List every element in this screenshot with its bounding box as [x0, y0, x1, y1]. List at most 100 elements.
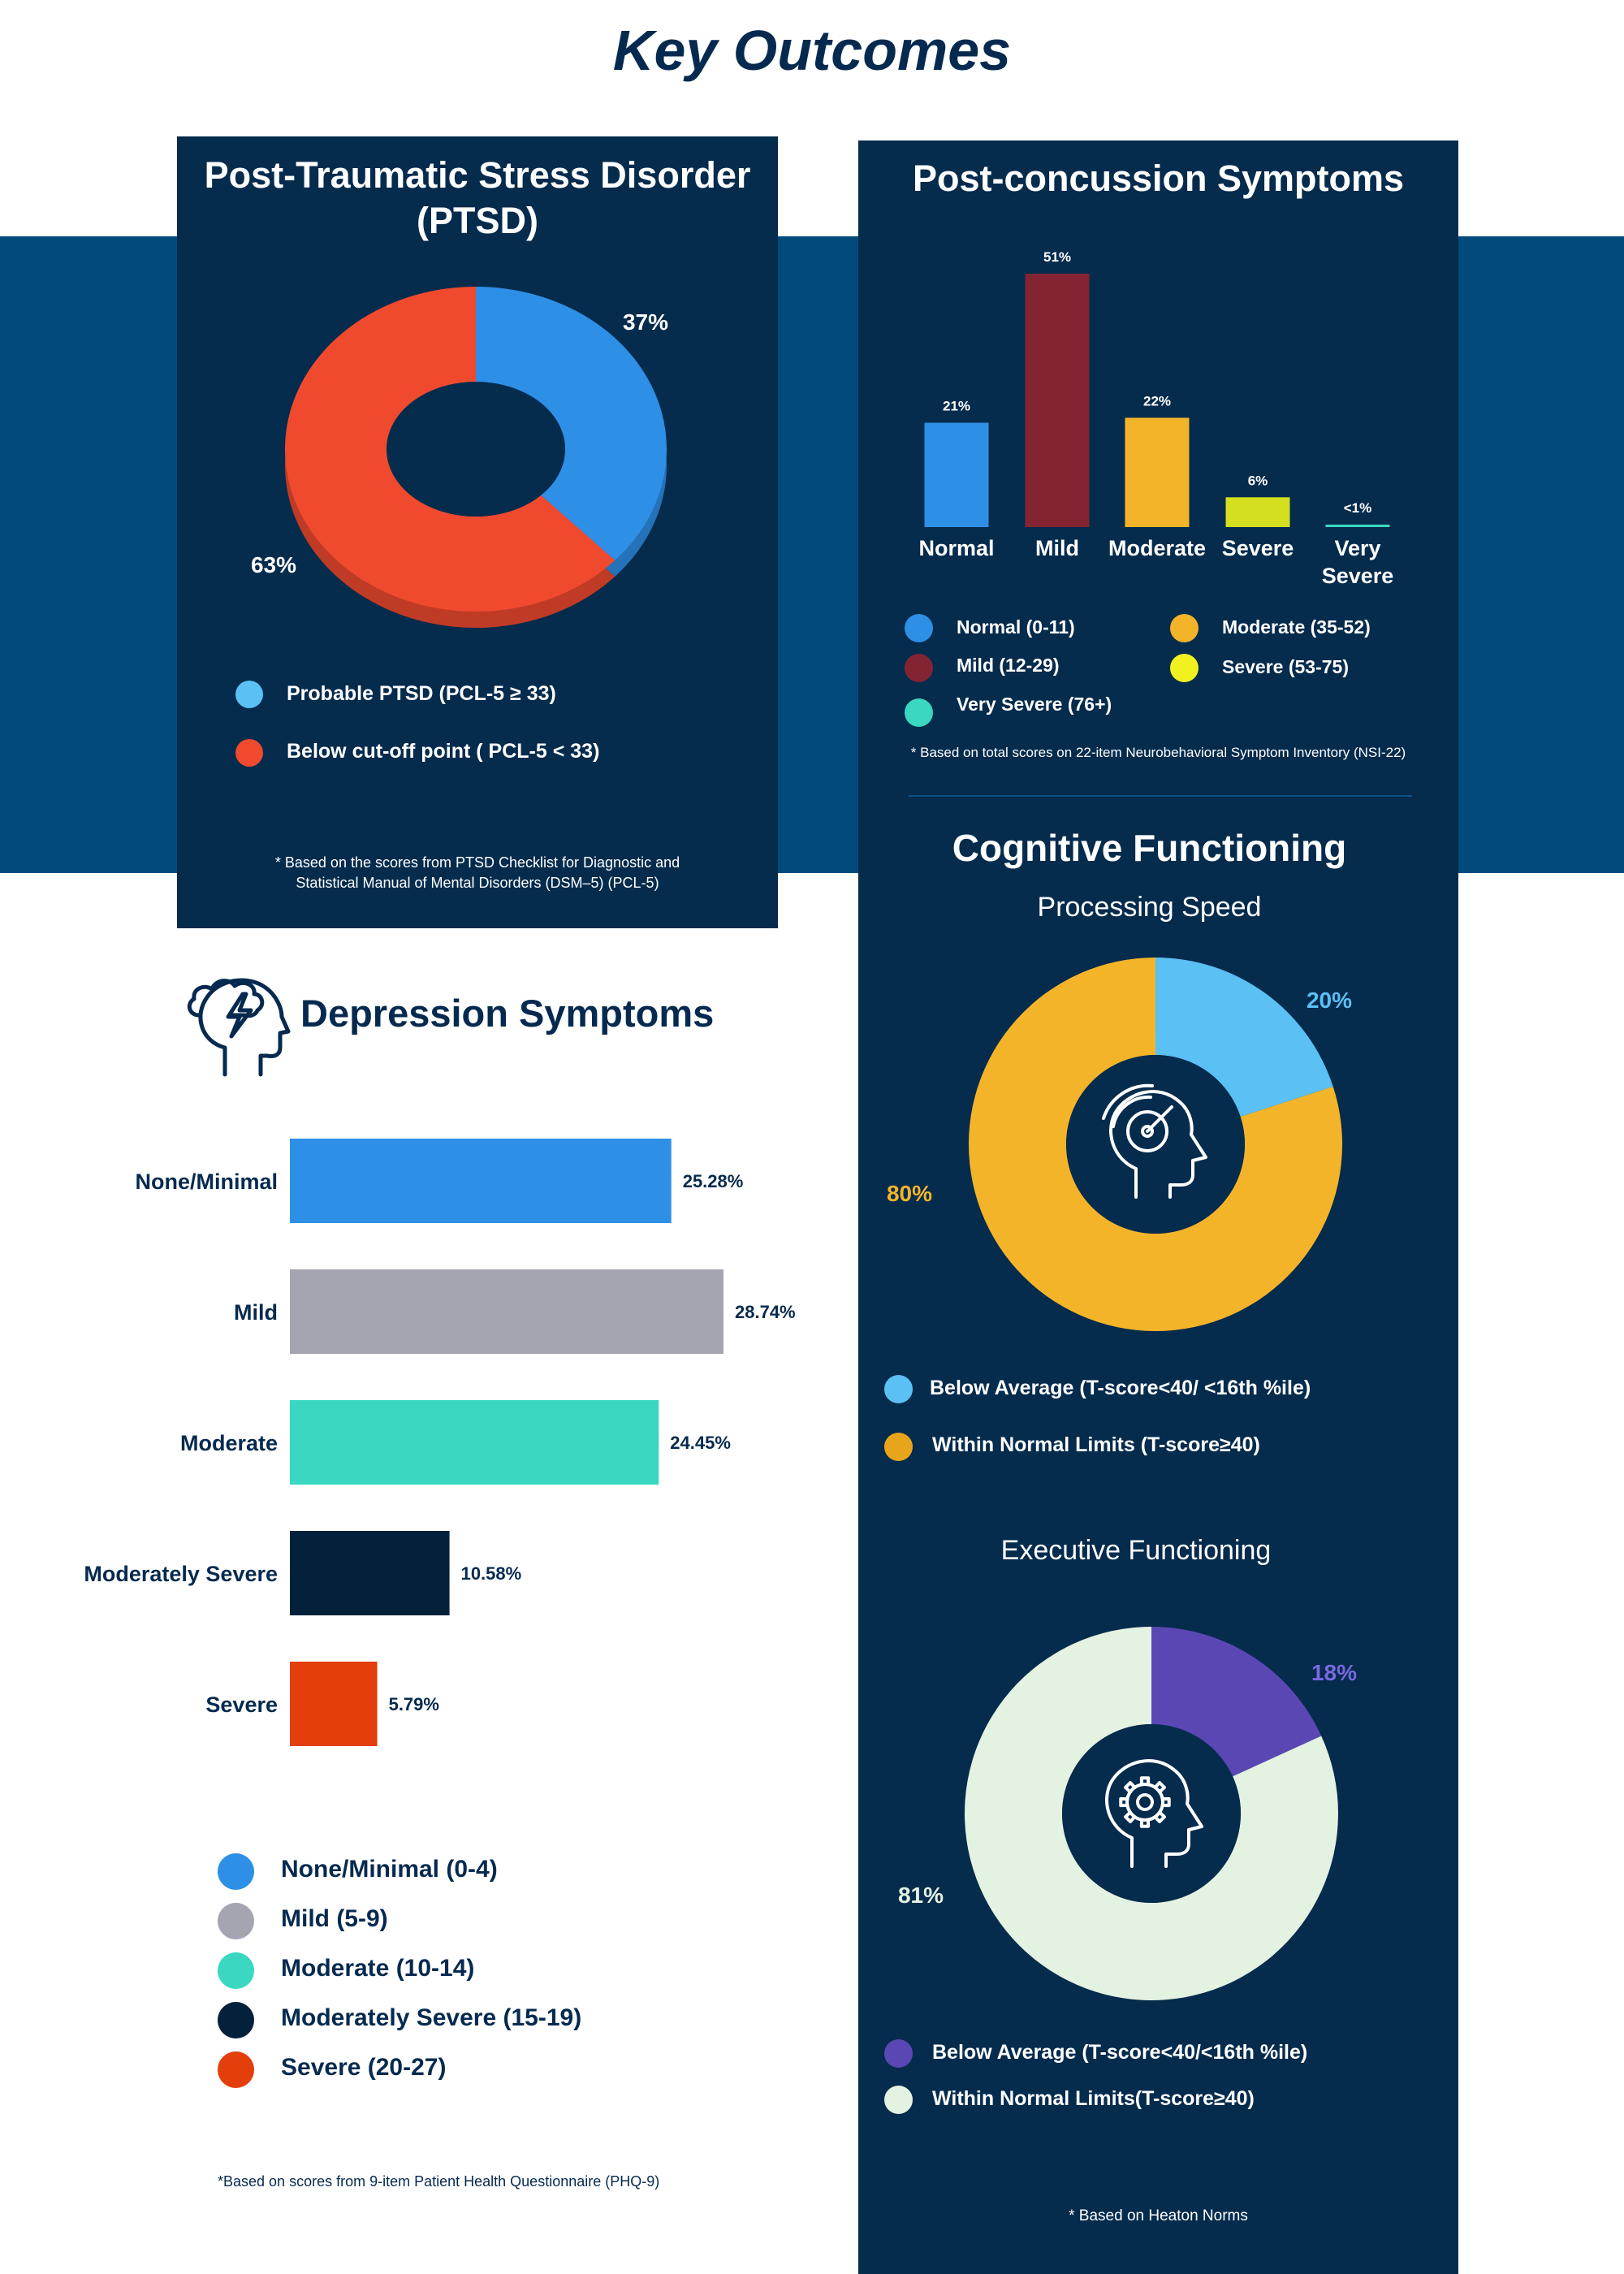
ptsd-donut-hole [387, 382, 565, 517]
page-title: Key Outcomes [612, 19, 1012, 82]
depression-category-label-0: None/Minimal [135, 1169, 278, 1194]
depression-note: *Based on scores from 9-item Patient Hea… [218, 2173, 660, 2190]
pcs-category-label-4: Very Severe [1322, 536, 1394, 588]
pcs-legend-moderate: Moderate (35-52) [1222, 616, 1371, 638]
ptsd-donut-chart: 37% 63% [251, 287, 668, 628]
pcs-bar-chart: 21% Normal 51% Mild 22% Moderate 6% Severe <1% Ve… [918, 249, 1394, 588]
pcs-value-label-1: 51% [1043, 249, 1071, 265]
ptsd-legend-dot-probable [235, 681, 263, 708]
depression-value-label-4: 5.79% [389, 1694, 439, 1714]
pcs-bar-3 [1225, 497, 1290, 527]
executive-value-label-0: 18% [1311, 1660, 1357, 1685]
cognitive-title: Cognitive Functioning [952, 827, 1347, 869]
depression-bar-1 [290, 1269, 723, 1354]
ptsd-legend-dot-below [235, 739, 263, 767]
depression-value-label-2: 24.45% [670, 1433, 731, 1453]
pcs-bar-1 [1025, 274, 1090, 527]
depression-value-label-1: 28.74% [735, 1302, 796, 1322]
depression-legend-none: None/Minimal (0-4) [281, 1856, 498, 1883]
depression-value-label-0: 25.28% [683, 1171, 744, 1191]
pcs-legend-dot-very-severe [905, 698, 933, 727]
ptsd-title: Post-Traumatic Stress Disorder (PTSD) [177, 153, 778, 244]
ptsd-note: * Based on the scores from PTSD Checklis… [177, 853, 778, 893]
pcs-category-label-2: Moderate [1108, 536, 1206, 560]
processing-slice-1 [969, 958, 1342, 1331]
ptsd-slice-0 [476, 287, 667, 560]
pcs-bar-0 [924, 422, 989, 527]
processing-donut-chart: 20% 80% [887, 958, 1352, 1331]
ptsd-legend-below: Below cut-off point ( PCL-5 < 33) [287, 740, 600, 763]
pcs-value-label-4: <1% [1344, 500, 1372, 516]
executive-legend-below: Below Average (T-score<40/<16th %ile) [932, 2041, 1308, 2064]
pcs-legend-normal: Normal (0-11) [957, 616, 1075, 638]
depression-category-label-3: Moderately Severe [84, 1562, 278, 1586]
depression-bar-chart: None/Minimal 25.28% Mild 28.74% Moderate 24.4… [84, 1139, 796, 1746]
depression-bar-4 [290, 1662, 378, 1746]
depression-bar-0 [290, 1139, 672, 1223]
executive-donut-chart: 18% 81% [898, 1627, 1357, 2000]
cognitive-note: * Based on Heaton Norms [1069, 2207, 1248, 2224]
pcs-category-label-0: Normal [918, 536, 994, 560]
executive-functioning-subtitle: Executive Functioning [1000, 1535, 1272, 1566]
depression-category-label-1: Mild [234, 1300, 278, 1325]
pcs-legend-mild: Mild (12-29) [957, 655, 1060, 676]
depression-legend-dot-severe [218, 2051, 254, 2088]
processing-value-label-1: 80% [887, 1181, 932, 1206]
pcs-title: Post-concussion Symptoms [912, 158, 1405, 199]
depression-legend-dot-none [218, 1853, 254, 1890]
pcs-bar-2 [1125, 417, 1190, 527]
pcs-value-label-3: 6% [1248, 473, 1268, 488]
pcs-category-label-1: Mild [1035, 536, 1079, 560]
processing-legend-below: Below Average (T-score<40/ <16th %ile) [930, 1377, 1311, 1399]
depression-value-label-3: 10.58% [461, 1563, 522, 1584]
depression-category-label-4: Severe [205, 1693, 278, 1717]
depression-legend-severe: Severe (20-27) [281, 2054, 447, 2081]
depression-legend-dot-moderately-severe [218, 2002, 254, 2038]
executive-slice-0 [1151, 1627, 1322, 1777]
ptsd-slice-1 [284, 287, 615, 612]
executive-slice-1 [965, 1627, 1338, 2000]
pcs-legend-dot-severe [1170, 654, 1199, 682]
depression-bar-3 [290, 1531, 450, 1615]
processing-donut-hole [1066, 1055, 1245, 1234]
pcs-legend-severe: Severe (53-75) [1222, 656, 1349, 677]
pcs-category-label-3: Severe [1222, 536, 1294, 560]
processing-legend-normal: Within Normal Limits (T-score≥40) [932, 1433, 1260, 1456]
ptsd-value-label-0: 37% [623, 309, 668, 335]
ptsd-title-line1: Post-Traumatic Stress Disorder [204, 154, 751, 196]
pcs-legend-dot-mild [905, 654, 933, 682]
depression-category-label-2: Moderate [180, 1431, 278, 1455]
head-gear-icon [1105, 1759, 1203, 1868]
executive-legend-dot-normal [884, 2086, 913, 2114]
processing-value-label-0: 20% [1307, 988, 1352, 1013]
ptsd-note-line2: Statistical Manual of Mental Disorders (… [296, 875, 659, 891]
ptsd-note-line1: * Based on the scores from PTSD Checklis… [274, 854, 680, 871]
pcs-value-label-0: 21% [943, 399, 970, 414]
ptsd-value-label-1: 63% [251, 552, 296, 577]
ptsd-title-line2: (PTSD) [417, 200, 538, 241]
processing-legend-dot-normal [884, 1433, 913, 1461]
pcs-note: * Based on total scores on 22-item Neuro… [910, 745, 1406, 760]
processing-legend-dot-below [884, 1375, 913, 1403]
processing-speed-subtitle: Processing Speed [1037, 892, 1262, 923]
executive-legend-dot-below [884, 2039, 913, 2068]
executive-donut-hole [1062, 1724, 1241, 1903]
depression-bar-2 [290, 1400, 659, 1485]
section-divider [909, 795, 1412, 797]
brain-lightning-icon [187, 978, 291, 1077]
depression-legend-moderately-severe: Moderately Severe (15-19) [281, 2004, 582, 2031]
processing-slice-0 [1155, 958, 1333, 1118]
pcs-bar-4 [1325, 524, 1390, 527]
depression-legend-moderate: Moderate (10-14) [281, 1955, 475, 1982]
head-radar-icon [1102, 1083, 1207, 1199]
pcs-legend-dot-normal [905, 614, 933, 642]
depression-legend-dot-mild [218, 1903, 254, 1939]
executive-legend-normal: Within Normal Limits(T-score≥40) [932, 2087, 1255, 2110]
pcs-legend-dot-moderate [1170, 614, 1199, 642]
executive-value-label-1: 81% [898, 1883, 944, 1908]
ptsd-legend-probable: Probable PTSD (PCL-5 ≥ 33) [287, 682, 556, 705]
pcs-legend-very-severe: Very Severe (76+) [957, 694, 1112, 715]
depression-legend-mild: Mild (5-9) [281, 1905, 388, 1932]
depression-title: Depression Symptoms [300, 992, 715, 1035]
depression-legend-dot-moderate [218, 1952, 254, 1989]
